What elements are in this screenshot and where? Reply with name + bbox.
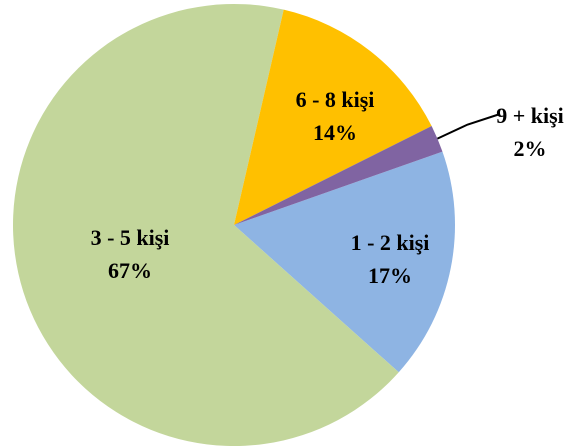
slice-value-label: 17% [368, 263, 412, 288]
slice-value-label: 2% [514, 136, 547, 161]
pie-slice [234, 151, 455, 373]
leader-line [437, 113, 501, 140]
slice-label: 6 - 8 kişi [296, 87, 375, 112]
pie-slice [234, 126, 443, 225]
slice-label: 1 - 2 kişi [351, 230, 430, 255]
slice-value-label: 67% [108, 258, 152, 283]
slice-label: 3 - 5 kişi [91, 225, 170, 250]
slice-label: 9 + kişi [496, 103, 564, 128]
pie-slice [234, 9, 432, 226]
slice-value-label: 14% [313, 120, 357, 145]
pie-slice [13, 3, 399, 446]
